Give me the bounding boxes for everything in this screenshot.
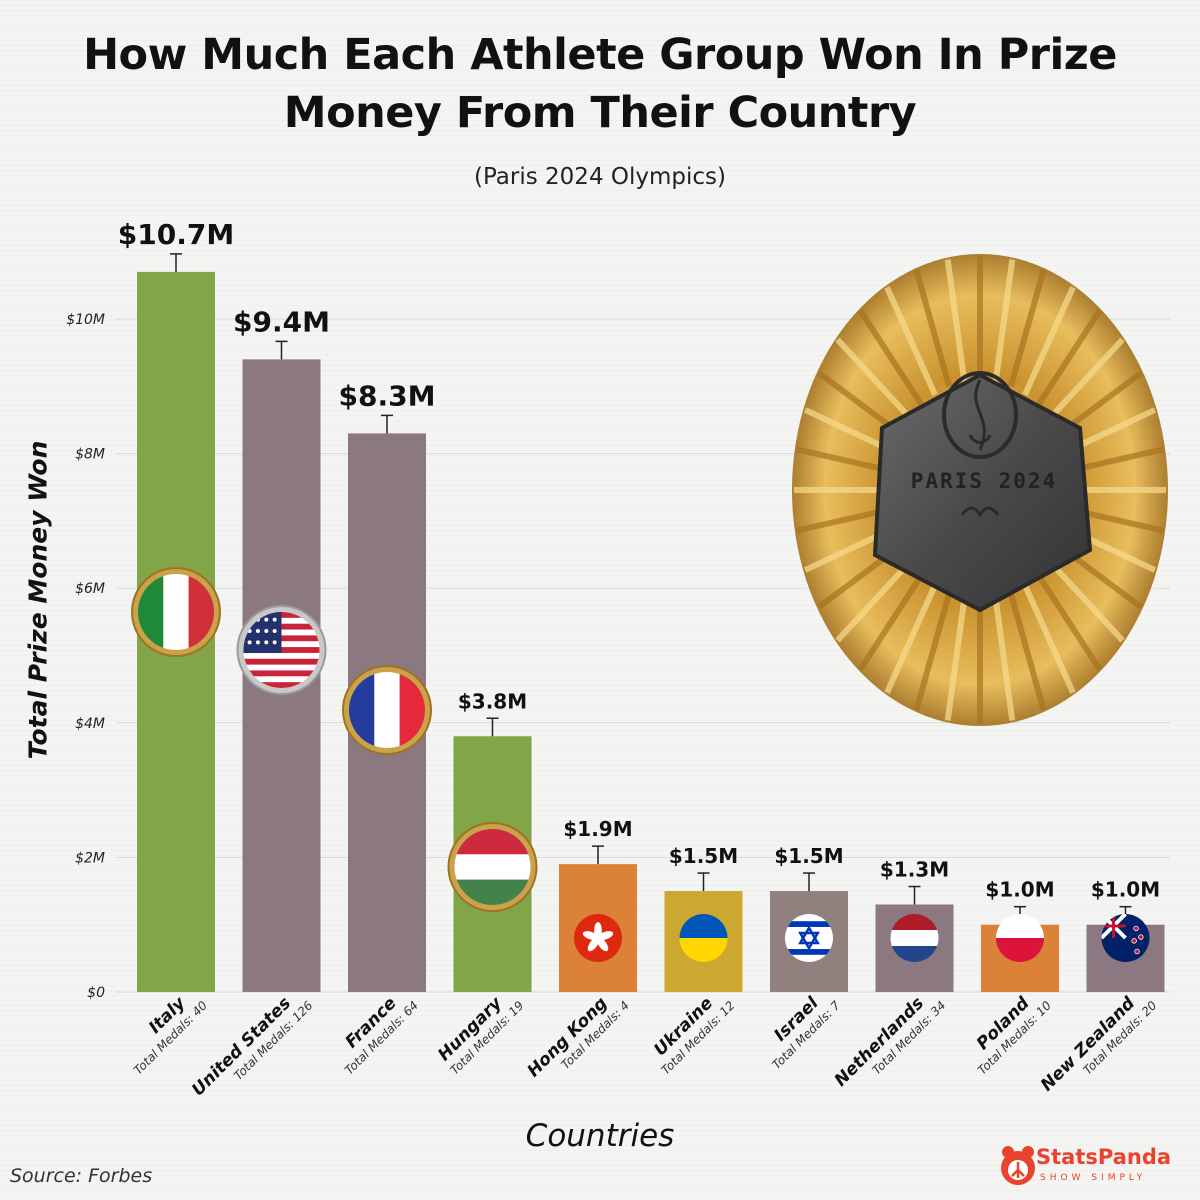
title-line-2: Money From Their Country bbox=[283, 88, 917, 138]
flag-stripe bbox=[890, 930, 939, 946]
value-label: $1.5M bbox=[669, 844, 738, 868]
y-tick-label: $6M bbox=[75, 581, 105, 597]
y-tick-label: $4M bbox=[75, 716, 105, 732]
flag-petal bbox=[596, 937, 609, 952]
france-flag-icon bbox=[349, 672, 425, 748]
flag-stripe bbox=[785, 921, 833, 927]
paralympics-agitos-icon bbox=[960, 506, 1000, 519]
value-label: $10.7M bbox=[118, 218, 234, 251]
flag-stripe bbox=[374, 672, 400, 748]
flag-stripe bbox=[454, 854, 531, 880]
flag-star bbox=[255, 640, 260, 645]
flag-star bbox=[247, 640, 252, 645]
flag-stripe bbox=[243, 670, 320, 677]
flag-stripe bbox=[785, 949, 833, 955]
israel-flag-icon bbox=[785, 914, 833, 962]
title-line-1: How Much Each Athlete Group Won In Prize bbox=[83, 30, 1117, 80]
chart-title: How Much Each Athlete Group Won In Prize… bbox=[0, 26, 1200, 142]
statspanda-logo bbox=[1001, 1146, 1035, 1185]
flag-stripe bbox=[243, 682, 320, 688]
medal-text: PARIS 2024 bbox=[911, 469, 1057, 493]
flag-star bbox=[255, 629, 260, 633]
usa-flag-icon bbox=[243, 612, 320, 688]
brand-name: StatsPanda bbox=[1036, 1145, 1172, 1169]
flame-icon bbox=[968, 379, 992, 451]
flag-petal bbox=[582, 931, 599, 941]
flag-star-triangle bbox=[798, 931, 820, 951]
flag-star bbox=[264, 640, 269, 645]
flag-star bbox=[1133, 925, 1139, 932]
flag-stripe bbox=[890, 914, 939, 930]
flag-stripe bbox=[996, 914, 1044, 938]
y-tick-label: $10M bbox=[66, 312, 105, 328]
flag-cross bbox=[1101, 924, 1126, 928]
flag-star bbox=[272, 617, 277, 622]
flag-star bbox=[272, 640, 277, 645]
brand-tagline: SHOW SIMPLY bbox=[1040, 1173, 1147, 1183]
paris-logo-icon bbox=[942, 371, 1018, 459]
flag-stripe bbox=[163, 574, 189, 650]
value-label: $1.0M bbox=[985, 878, 1054, 902]
flag-petal bbox=[597, 931, 614, 941]
netherlands-flag-icon bbox=[890, 914, 939, 962]
paris-medal-image: PARIS 2024 bbox=[792, 254, 1168, 726]
value-label: $1.9M bbox=[563, 817, 632, 841]
italy-flag-icon bbox=[138, 574, 214, 650]
medal-hexagon bbox=[872, 372, 1093, 613]
new-zealand-flag-icon bbox=[1101, 914, 1150, 962]
y-tick-label: $0 bbox=[87, 985, 105, 1001]
flag-star bbox=[272, 629, 277, 633]
flag-star bbox=[264, 617, 269, 622]
y-tick-label: $2M bbox=[75, 850, 105, 866]
hungary-flag-icon bbox=[454, 829, 531, 905]
flag-stripe bbox=[890, 946, 939, 962]
flag-petal bbox=[587, 937, 600, 952]
flag-star bbox=[264, 629, 269, 633]
flag-star bbox=[1138, 934, 1144, 940]
value-label: $9.4M bbox=[233, 305, 330, 338]
value-label: $1.5M bbox=[774, 844, 843, 868]
value-label: $8.3M bbox=[339, 379, 436, 412]
chart-subtitle: (Paris 2024 Olympics) bbox=[474, 164, 726, 190]
poland-flag-icon bbox=[996, 914, 1044, 962]
hong-kong-flag-icon bbox=[574, 914, 622, 962]
flag-stripe bbox=[243, 658, 320, 665]
y-tick-label: $8M bbox=[75, 447, 105, 463]
ukraine-flag-icon bbox=[679, 914, 728, 962]
value-label: $1.0M bbox=[1091, 878, 1160, 902]
flag-star bbox=[1134, 948, 1140, 955]
value-label: $1.3M bbox=[880, 858, 949, 882]
source-note: Source: Forbes bbox=[10, 1165, 153, 1187]
flag-star bbox=[1131, 938, 1137, 944]
value-label: $3.8M bbox=[458, 689, 527, 713]
x-axis-title: Countries bbox=[525, 1118, 675, 1154]
flag-star-triangle bbox=[798, 925, 820, 945]
